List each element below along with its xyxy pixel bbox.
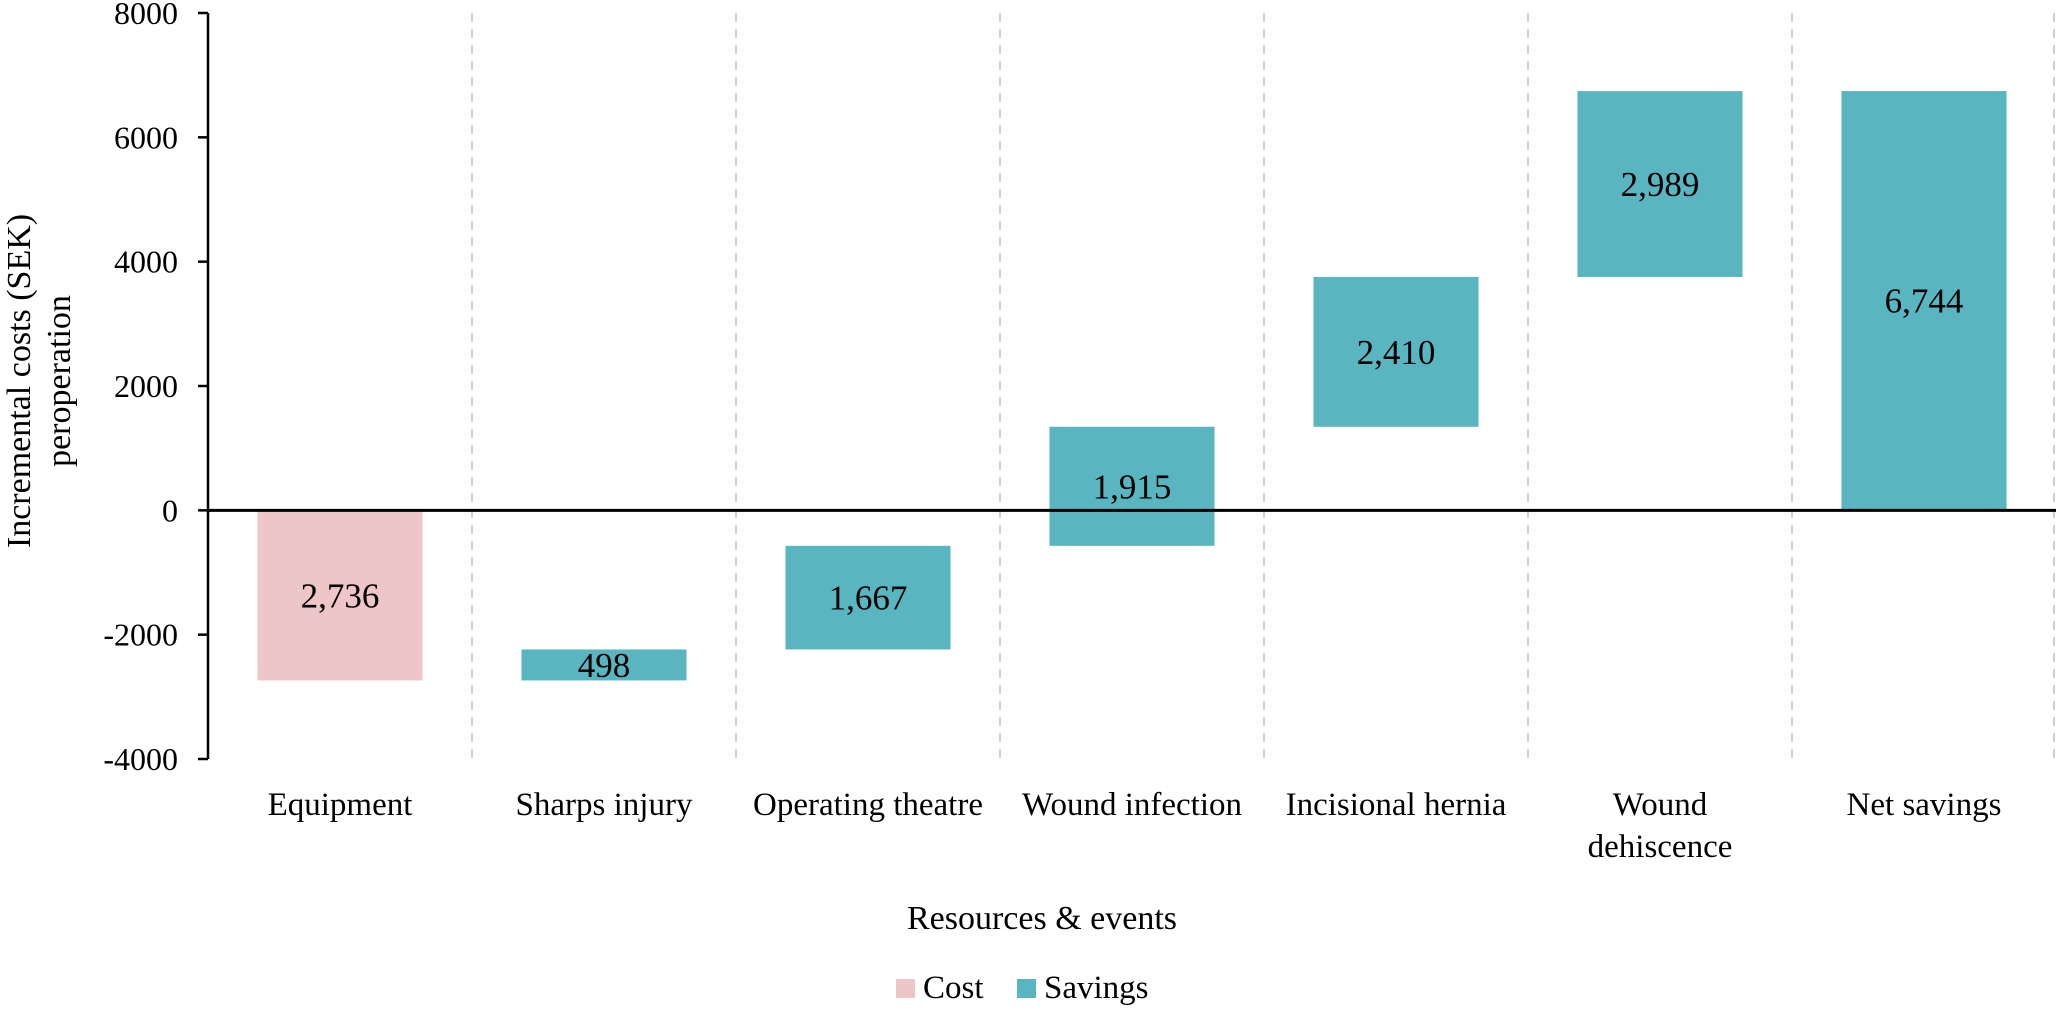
category-separators bbox=[471, 13, 2055, 759]
legend-swatch-cost bbox=[896, 979, 915, 998]
bar-savings bbox=[1313, 276, 1479, 427]
category-labels: Equipment Sharps injury Operating theatre W… bbox=[268, 787, 2002, 865]
category-label: Net savings bbox=[1847, 787, 2002, 823]
y-tick-labels: 8000 6000 4000 2000 0 -2000 -4000 bbox=[103, 0, 178, 777]
bar-savings bbox=[521, 649, 687, 681]
category-label: Incisional hernia bbox=[1286, 787, 1507, 823]
y-tick-label: -4000 bbox=[103, 741, 178, 777]
bar-value-label: 2,736 bbox=[301, 576, 380, 615]
bar-savings bbox=[785, 545, 951, 650]
bar-value-label: 6,744 bbox=[1885, 282, 1964, 321]
x-axis-title: Resources & events bbox=[907, 900, 1177, 937]
bar-value-label: 2,410 bbox=[1357, 333, 1436, 372]
legend-label-savings: Savings bbox=[1044, 970, 1149, 1006]
bar-savings bbox=[1577, 91, 1743, 277]
data-labels: 2,736 498 1,667 1,915 2,410 2,989 6,744 bbox=[301, 165, 1964, 685]
legend: Cost Savings bbox=[896, 970, 1149, 1006]
bar-savings bbox=[1841, 91, 2007, 511]
category-label: Operating theatre bbox=[753, 787, 983, 823]
bar-savings bbox=[1049, 426, 1215, 546]
y-tick-marks bbox=[198, 11, 208, 761]
y-axis-title: Incremental costs (SEK)peroperation bbox=[1, 214, 78, 548]
y-tick-label: 2000 bbox=[114, 368, 178, 404]
bar-cost bbox=[257, 510, 423, 681]
y-tick-label: 0 bbox=[162, 492, 178, 528]
y-tick-label: 4000 bbox=[114, 244, 178, 280]
bar-value-label: 498 bbox=[578, 646, 631, 685]
category-label: Wound dehiscence bbox=[1588, 787, 1733, 865]
bar-value-label: 1,667 bbox=[829, 579, 908, 618]
legend-swatch-savings bbox=[1017, 979, 1036, 998]
bar-value-label: 2,989 bbox=[1621, 165, 1700, 204]
category-label: Equipment bbox=[268, 787, 413, 823]
y-tick-label: 6000 bbox=[114, 119, 178, 155]
bars bbox=[257, 91, 2007, 681]
bar-value-label: 1,915 bbox=[1093, 467, 1172, 506]
category-label: Sharps injury bbox=[516, 787, 693, 823]
category-label: Wound infection bbox=[1022, 787, 1242, 823]
y-tick-label: 8000 bbox=[114, 0, 178, 31]
y-tick-label: -2000 bbox=[103, 617, 178, 653]
legend-label-cost: Cost bbox=[923, 970, 984, 1006]
